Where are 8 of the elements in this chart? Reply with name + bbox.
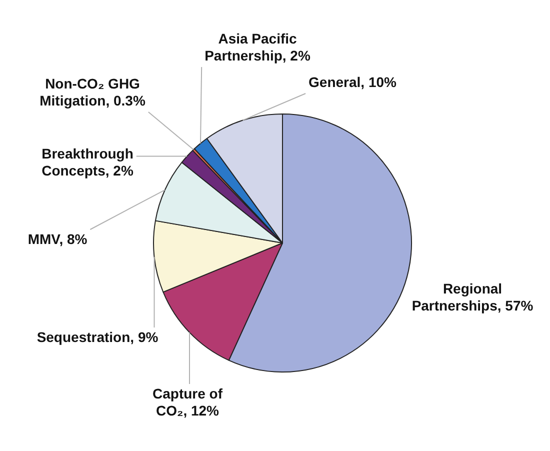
slice-label: Capture of CO₂, 12% [152,385,223,418]
slice-label: Asia Pacific Partnership, 2% [204,30,311,64]
slice-label: Non-CO₂ GHG Mitigation, 0.3% [40,75,146,108]
slice-label: MMV, 8% [28,230,88,247]
slice-label: Regional Partnerships, 57% [412,280,534,314]
slice-label: Breakthrough Concepts, 2% [42,145,134,178]
slice-label: General, 10% [308,74,398,90]
slice-label: Sequestration, 9% [36,328,159,345]
